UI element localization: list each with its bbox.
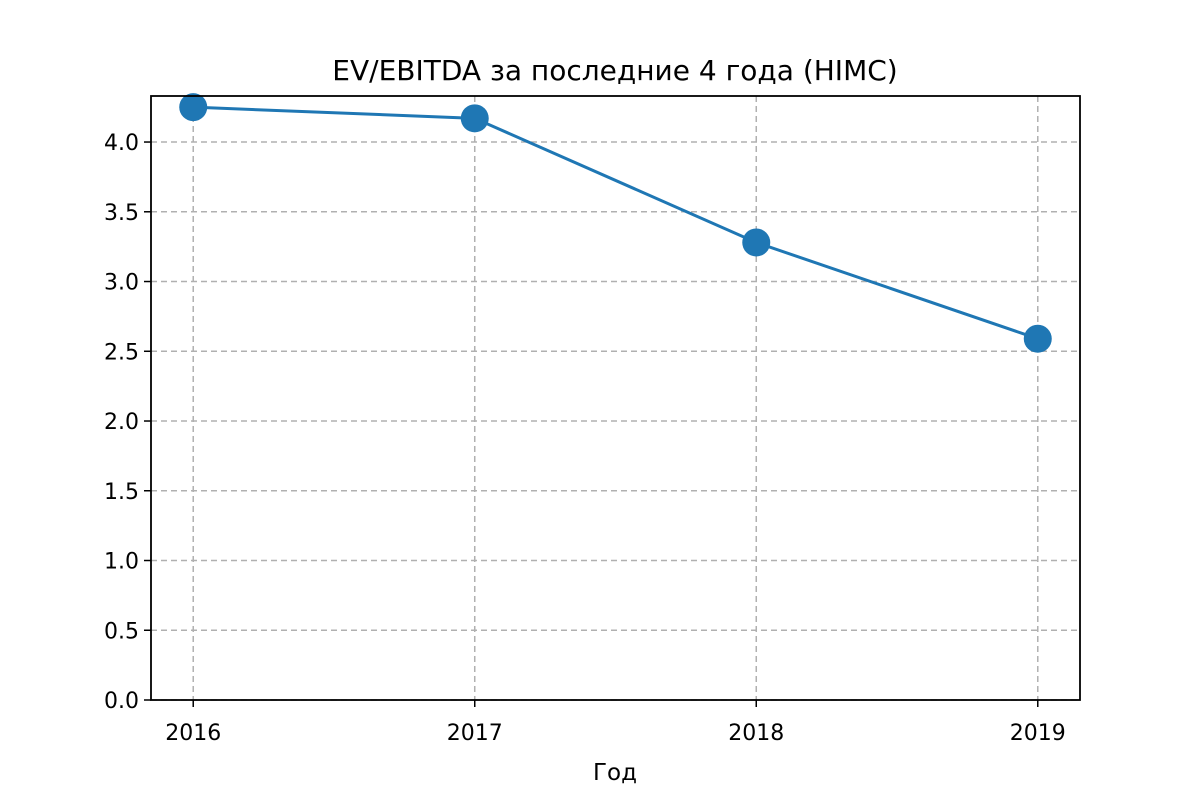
y-tick-label: 1.0 <box>104 550 139 575</box>
grid <box>151 96 1080 701</box>
y-tick-label: 2.5 <box>104 340 139 365</box>
y-tick-label: 4.0 <box>104 131 139 156</box>
data-point <box>1023 324 1052 353</box>
plot-frame <box>150 95 1081 701</box>
chart-title: EV/EBITDA за последние 4 года (HIMC) <box>332 54 897 87</box>
data-point <box>460 104 489 133</box>
x-tick-label: 2018 <box>728 721 784 746</box>
series-line <box>193 105 1039 341</box>
data-point <box>179 93 208 122</box>
y-tick-label: 1.5 <box>104 480 139 505</box>
series <box>179 93 1052 353</box>
x-axis-ticks: 2016 2017 2018 2019 <box>165 700 1066 746</box>
y-axis-ticks: 0.0 0.5 1.0 1.5 2.0 2.5 3.0 3.5 4.0 <box>104 131 151 714</box>
x-tick-label: 2016 <box>165 721 221 746</box>
x-axis-label: Год <box>593 760 637 786</box>
y-tick-label: 2.0 <box>104 410 139 435</box>
y-tick-label: 3.5 <box>104 201 139 226</box>
y-tick-label: 0.0 <box>104 689 139 714</box>
y-tick-label: 0.5 <box>104 619 139 644</box>
x-tick-label: 2017 <box>447 721 503 746</box>
x-tick-label: 2019 <box>1010 721 1066 746</box>
y-tick-label: 3.0 <box>104 271 139 296</box>
data-point <box>742 228 771 257</box>
